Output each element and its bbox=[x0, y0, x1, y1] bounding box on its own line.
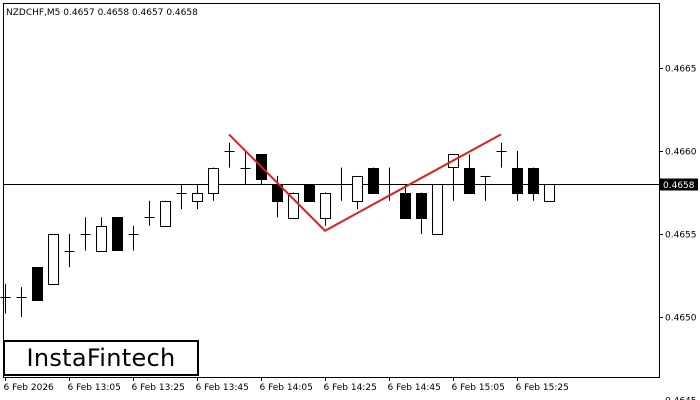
current-price-box bbox=[660, 178, 698, 191]
candle bbox=[192, 184, 203, 210]
candle bbox=[304, 184, 315, 202]
time-tick-label: 6 Feb 14:25 bbox=[324, 383, 377, 393]
current-price-label: 0.4658 bbox=[663, 181, 695, 191]
candle-body bbox=[464, 168, 475, 194]
price-tick-label: 0.4665 bbox=[665, 65, 697, 75]
candle bbox=[352, 175, 363, 210]
candle bbox=[128, 225, 139, 251]
time-tick-label: 6 Feb 15:05 bbox=[452, 383, 505, 393]
time-tick-label: 6 Feb 14:45 bbox=[388, 383, 441, 393]
candle bbox=[288, 192, 299, 219]
time-tick-label: 6 Feb 13:05 bbox=[68, 383, 121, 393]
logo-text: InstaFintech bbox=[26, 344, 176, 372]
candle bbox=[64, 234, 75, 268]
instafintech-logo: InstaFintech bbox=[3, 340, 199, 376]
symbol-info: NZDCHF,M5 0.4657 0.4658 0.4657 0.4658 bbox=[6, 8, 198, 18]
candle bbox=[480, 175, 491, 201]
candle-body bbox=[272, 184, 283, 202]
candle-body bbox=[208, 168, 219, 194]
price-tick-label: 0.4660 bbox=[665, 148, 697, 158]
candle bbox=[144, 200, 155, 226]
candle bbox=[368, 167, 379, 194]
price-tick-label: 0.4650 bbox=[665, 314, 697, 324]
pattern-line bbox=[228, 133, 502, 232]
candle-body bbox=[544, 184, 555, 202]
candle-body bbox=[368, 168, 379, 194]
candle-body bbox=[528, 168, 539, 194]
candle-body bbox=[96, 226, 107, 252]
candle bbox=[240, 151, 251, 185]
candle-body bbox=[304, 184, 315, 202]
candle bbox=[544, 184, 555, 202]
candle bbox=[432, 184, 443, 235]
candle bbox=[464, 154, 475, 194]
candle-body bbox=[160, 201, 171, 227]
candle-body bbox=[416, 193, 427, 219]
candle bbox=[48, 234, 59, 285]
candle-body bbox=[512, 168, 523, 194]
candle bbox=[32, 267, 43, 301]
candle-body bbox=[48, 234, 59, 285]
candle bbox=[224, 142, 235, 168]
candle bbox=[336, 167, 347, 201]
candle bbox=[512, 151, 523, 201]
candle bbox=[320, 192, 331, 226]
candle bbox=[496, 142, 507, 168]
candle bbox=[96, 217, 107, 252]
plot-frame bbox=[3, 3, 660, 378]
time-tick-label: 6 Feb 15:25 bbox=[516, 383, 569, 393]
time-tick-label: 6 Feb 13:45 bbox=[196, 383, 249, 393]
time-tick-label: 6 Feb 13:25 bbox=[132, 383, 185, 393]
candle-body bbox=[352, 176, 363, 202]
price-tick-label: 0.4655 bbox=[665, 231, 697, 241]
candle bbox=[0, 283, 11, 314]
candle bbox=[528, 167, 539, 201]
price-axis: 0.4645 0.4650 0.4655 0.4660 0.4665 bbox=[659, 65, 697, 400]
candle bbox=[176, 184, 187, 210]
candle-body bbox=[288, 193, 299, 219]
candle-body bbox=[400, 193, 411, 219]
candle-body bbox=[320, 193, 331, 219]
candle bbox=[112, 217, 123, 251]
candle bbox=[16, 287, 27, 317]
time-tick-label: 6 Feb 14:05 bbox=[260, 383, 313, 393]
candle-body bbox=[112, 217, 123, 251]
candles bbox=[0, 142, 555, 317]
candle bbox=[208, 167, 219, 201]
candle bbox=[80, 217, 91, 251]
candle-body bbox=[32, 267, 43, 301]
time-axis: 6 Feb 2026 6 Feb 13:05 6 Feb 13:25 6 Feb 13… bbox=[4, 377, 569, 393]
price-tick-label: 0.4645 bbox=[665, 397, 697, 400]
candle bbox=[160, 200, 171, 227]
time-tick-label: 6 Feb 2026 bbox=[4, 383, 55, 393]
candle-body bbox=[432, 184, 443, 235]
candle-body bbox=[192, 193, 203, 202]
candle bbox=[416, 192, 427, 234]
candle bbox=[400, 184, 411, 219]
